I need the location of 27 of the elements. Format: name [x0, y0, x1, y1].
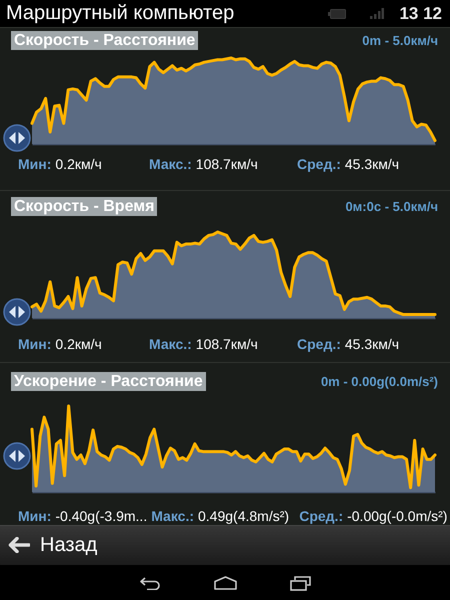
text: 108.7км/ч [196, 156, 258, 172]
text: 13 12 [399, 3, 442, 25]
text: 108.7км/ч [196, 336, 258, 352]
text: 45.3км/ч [344, 156, 400, 172]
text: 45.3км/ч [344, 336, 400, 352]
text: 0.2км/ч [55, 156, 102, 172]
text: Назад [40, 533, 98, 558]
text: 0m - 5.0км/ч [362, 32, 438, 50]
text: Мин: [18, 156, 52, 172]
chart-title: Ускорение - Расстояние [11, 372, 206, 391]
text: Макс.: [149, 156, 192, 172]
text: -0.40g(-3.9m... [55, 508, 148, 524]
text: Мин: [18, 508, 52, 524]
text: 0.2км/ч [55, 336, 102, 352]
text: Макс.: [149, 336, 192, 352]
text: Сред.: [297, 156, 341, 172]
text: Мин: [18, 336, 52, 352]
text: 0m - 0.00g(0.0m/s²) [320, 373, 438, 391]
text: Сред.: [297, 336, 341, 352]
text: Сред.: [299, 508, 344, 524]
text: Макс.: [151, 508, 194, 524]
text: Маршрутный компьютер [6, 1, 234, 26]
chart-title: Скорость - Время [11, 197, 158, 216]
chart-title: Скорость - Расстояние [11, 31, 198, 50]
text: 0м:0с - 5.0км/ч [345, 198, 438, 216]
text: 0.49g(4.8m/s²) [198, 508, 290, 524]
text: -0.00g(-0.0m/s²) [347, 508, 448, 524]
